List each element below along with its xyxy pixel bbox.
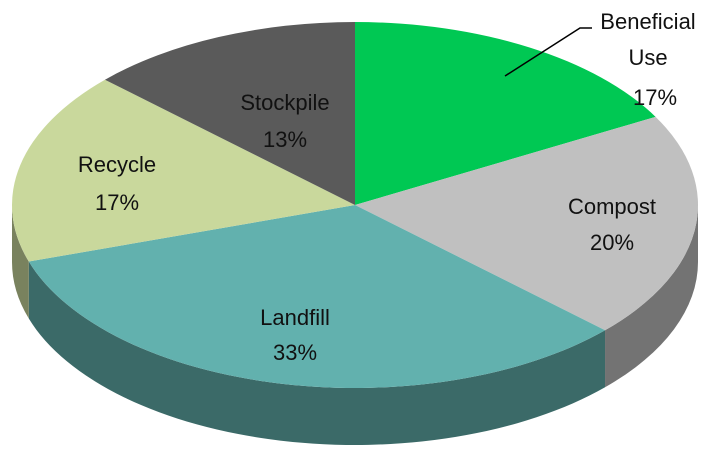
slice-value-label: 17% xyxy=(632,85,678,110)
pie-slice xyxy=(104,22,355,205)
slice-value-label: 17% xyxy=(94,190,140,215)
pie-slice xyxy=(28,205,606,389)
leader-line xyxy=(504,27,592,77)
pie-slice xyxy=(12,79,356,262)
slice-label: Beneficial Use xyxy=(600,9,696,70)
slice-value-label: 20% xyxy=(589,230,635,255)
pie-slice xyxy=(355,22,656,205)
slice-label: Compost xyxy=(567,194,657,219)
pie-side xyxy=(605,205,698,388)
slice-label: Stockpile xyxy=(240,90,330,115)
pie-slice xyxy=(355,116,698,331)
pie-side xyxy=(28,261,606,445)
slice-label: Landfill xyxy=(260,305,330,330)
slice-label: Recycle xyxy=(77,152,157,177)
slice-value-label: 33% xyxy=(272,340,318,365)
pie-side xyxy=(12,205,29,319)
slice-value-label: 13% xyxy=(262,127,308,152)
